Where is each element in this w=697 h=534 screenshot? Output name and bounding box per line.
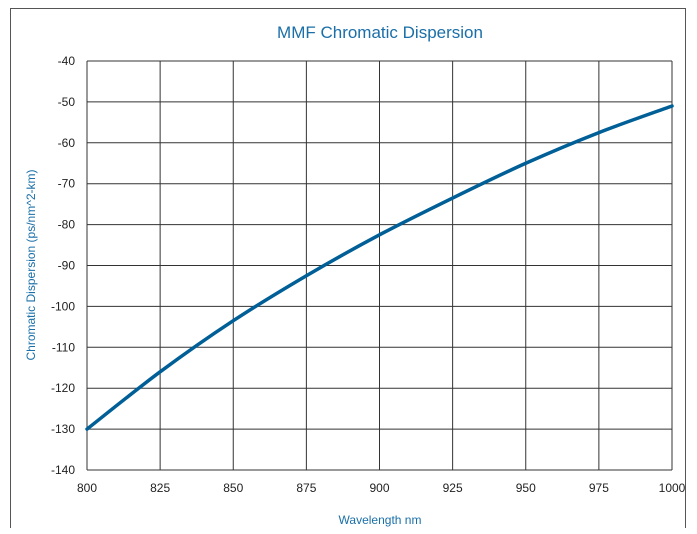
x-tick-label: 850 — [223, 481, 243, 495]
grid-lines — [86, 60, 673, 471]
x-tick-label: 925 — [443, 481, 463, 495]
series-group — [85, 104, 674, 431]
y-tick-labels: -40 -50 -60 -70 -80 -90 -100 -110 -120 -130 -140 — [51, 54, 75, 477]
y-tick-label: -120 — [51, 381, 75, 395]
y-tick-label: -60 — [58, 136, 76, 150]
y-tick-label: -80 — [58, 218, 76, 232]
x-axis-label: Wavelength nm — [339, 513, 422, 527]
x-tick-label: 825 — [150, 481, 170, 495]
series-line — [85, 104, 674, 431]
y-tick-label: -40 — [58, 54, 76, 68]
x-tick-label: 975 — [589, 481, 609, 495]
x-tick-label: 800 — [77, 481, 97, 495]
y-tick-label: -130 — [51, 422, 75, 436]
y-tick-label: -70 — [58, 177, 76, 191]
y-tick-label: -100 — [51, 299, 75, 313]
x-tick-labels: 800 825 850 875 900 925 950 975 1000 — [77, 481, 686, 495]
y-tick-label: -90 — [58, 259, 76, 273]
chart-frame — [10, 8, 686, 528]
y-tick-label: -110 — [52, 340, 75, 354]
y-tick-label: -50 — [58, 95, 76, 109]
x-tick-label: 950 — [516, 481, 536, 495]
y-axis-label: Chromatic Dispersion (ps/nm^2-km) — [24, 169, 38, 360]
chart-title: MMF Chromatic Dispersion — [277, 23, 483, 42]
x-tick-label: 900 — [369, 481, 389, 495]
y-tick-label: -140 — [51, 463, 75, 477]
x-tick-label: 1000 — [659, 481, 686, 495]
x-tick-label: 875 — [296, 481, 316, 495]
